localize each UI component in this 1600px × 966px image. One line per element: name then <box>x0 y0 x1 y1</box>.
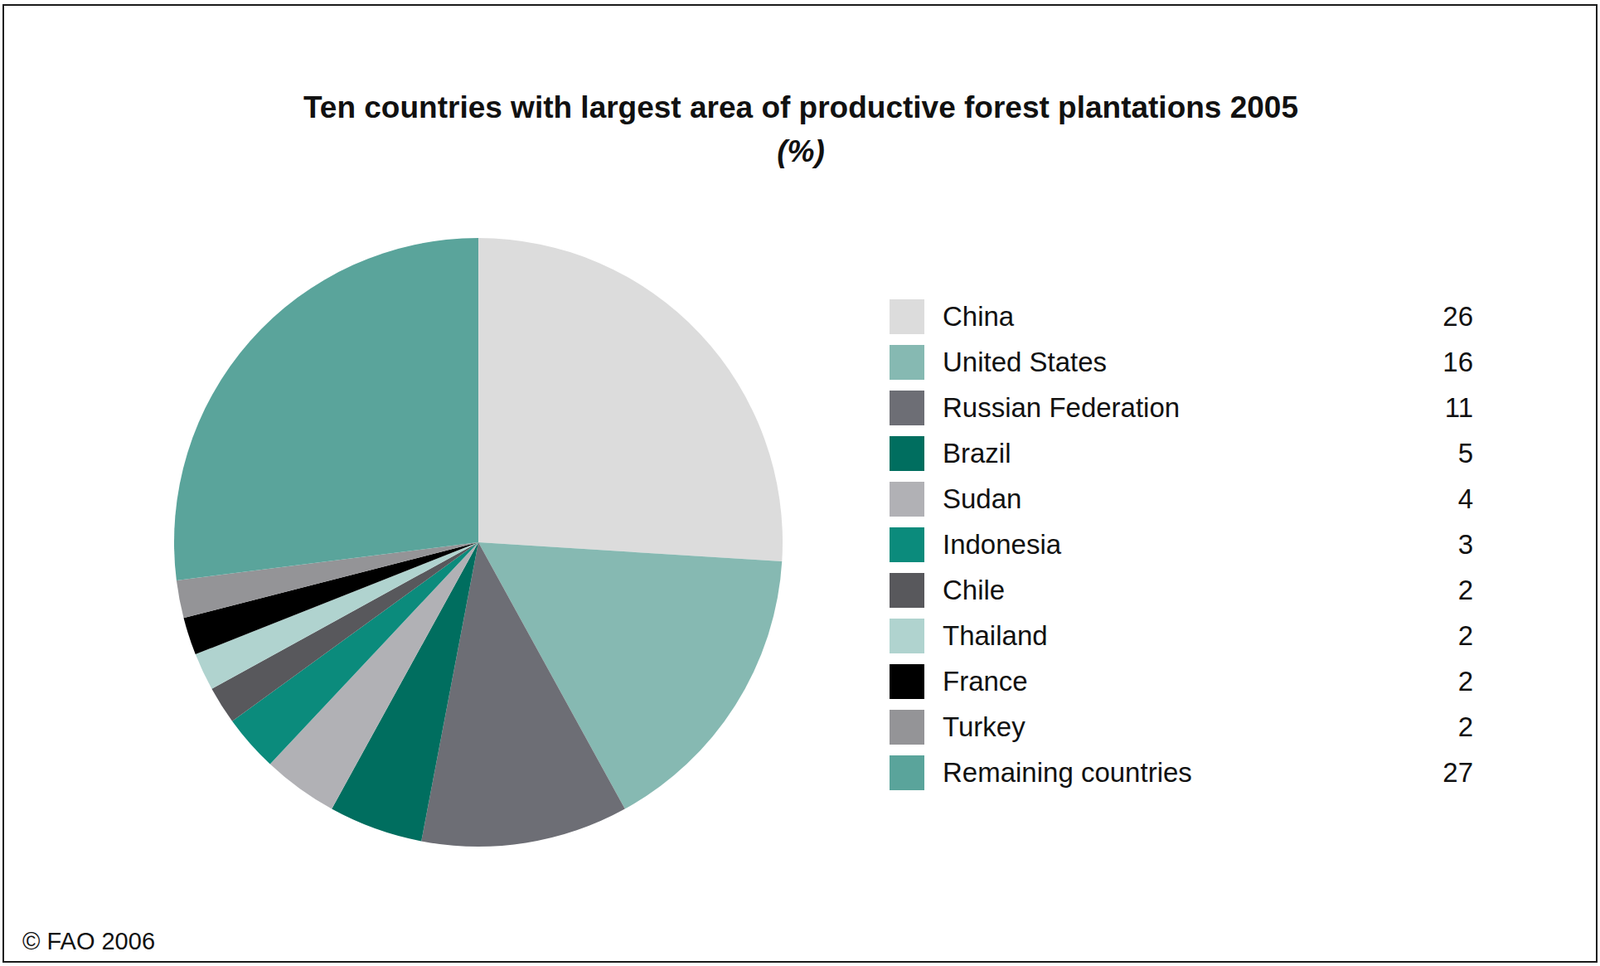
legend-value: 5 <box>1458 437 1474 469</box>
legend-swatch <box>889 572 925 608</box>
legend-swatch <box>889 618 925 654</box>
legend-swatch <box>889 344 925 380</box>
legend-swatch <box>889 709 925 745</box>
legend-swatch <box>889 481 925 517</box>
legend-label: Turkey <box>942 711 1026 742</box>
pie-slice <box>174 237 479 581</box>
annotation: © FAO 2006 <box>22 927 156 955</box>
chart-svg: Ten countries with largest area of produ… <box>0 0 1600 966</box>
legend-value: 2 <box>1458 711 1474 742</box>
legend-value: 11 <box>1444 392 1474 423</box>
legend-value: 27 <box>1442 756 1474 788</box>
frame <box>3 4 1597 962</box>
legend-value: 2 <box>1458 574 1474 606</box>
legend-value: 4 <box>1458 483 1474 514</box>
title: Ten countries with largest area of produ… <box>303 90 1299 125</box>
legend-label: Chile <box>942 574 1005 606</box>
legend-label: Remaining countries <box>942 756 1193 788</box>
legend-swatch <box>889 436 925 471</box>
legend-label: France <box>942 665 1028 697</box>
legend-label: United States <box>942 346 1107 378</box>
pie <box>174 237 783 847</box>
subtitle: (%) <box>776 134 825 169</box>
legend-label: Russian Federation <box>942 392 1180 423</box>
legend-value: 2 <box>1458 665 1474 697</box>
legend-value: 3 <box>1458 528 1474 560</box>
legend-label: Thailand <box>942 620 1048 651</box>
legend-swatch <box>889 527 925 563</box>
chart-root: Ten countries with largest area of produ… <box>0 0 1600 966</box>
legend-label: Indonesia <box>942 528 1062 560</box>
legend-label: Brazil <box>942 437 1012 469</box>
legend-label: Sudan <box>942 483 1022 514</box>
pie-slice <box>478 237 783 562</box>
legend-swatch <box>889 390 925 426</box>
legend: China 26 United States 16 Russian Federation… <box>889 299 1474 791</box>
legend-value: 16 <box>1442 346 1474 378</box>
legend-label: China <box>942 300 1015 332</box>
legend-value: 26 <box>1442 300 1474 332</box>
legend-value: 2 <box>1458 620 1474 651</box>
legend-swatch <box>889 299 925 335</box>
legend-swatch <box>889 755 925 791</box>
legend-swatch <box>889 664 925 699</box>
